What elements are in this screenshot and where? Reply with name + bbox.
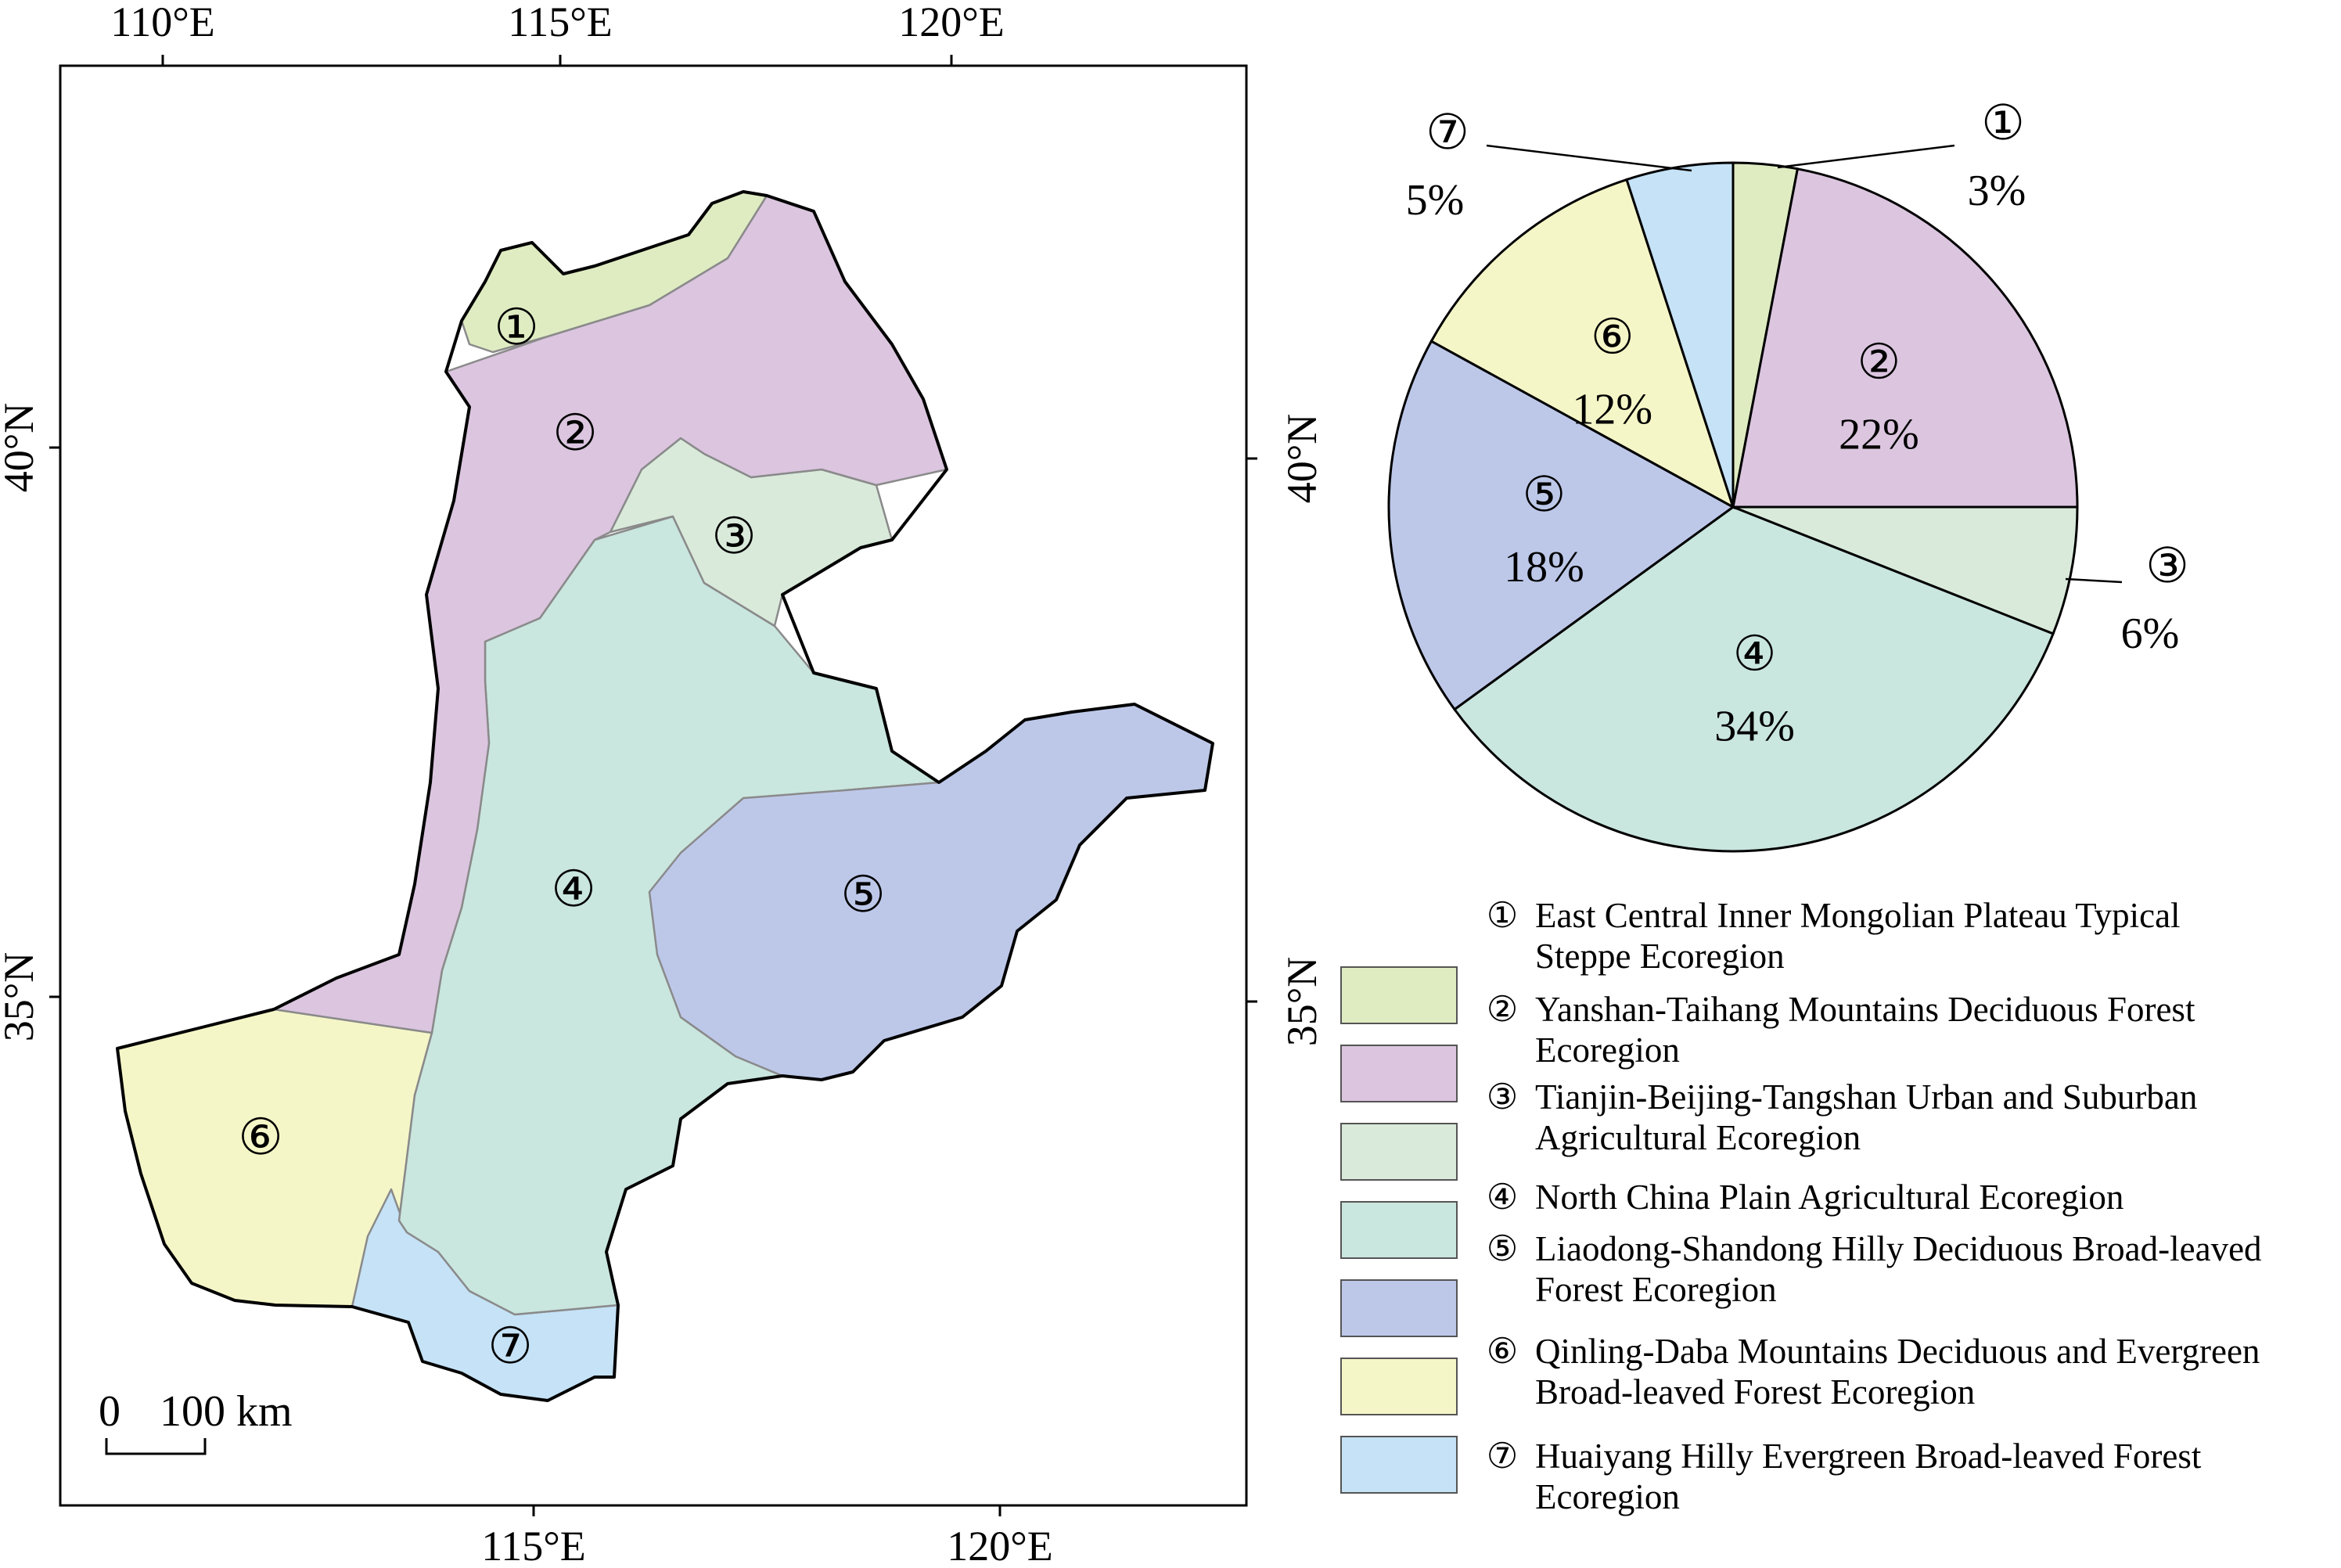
legend-item-number: ① [1487, 896, 1518, 935]
region-label-2: ② [552, 405, 597, 461]
pie-slice-number: ① [1981, 97, 2025, 150]
pie-leader-line [1486, 144, 1692, 172]
map-panel: 110°E 115°E 120°E 115°E 120°E 40°N 35°N … [0, 0, 1325, 1568]
frame-ticks [49, 55, 1257, 1516]
pie-slice [1731, 167, 2079, 509]
legend-item-label: North China Plain Agricultural Ecoregion [1535, 1178, 2123, 1217]
pie-slice-number: ③ [2145, 540, 2189, 593]
pie-slice-number: ⑦ [1426, 106, 1469, 160]
region-label-5: ⑤ [840, 867, 885, 922]
legend-item-number: ④ [1487, 1178, 1518, 1217]
left-tick-label: 35°N [0, 952, 42, 1042]
legend-item-number: ⑥ [1487, 1332, 1518, 1371]
pie-slice [1387, 339, 1735, 711]
legend: ① East Central Inner Mongolian Plateau Ty… [1340, 896, 2262, 1516]
pie-slice [1732, 505, 2079, 635]
legend-item-label: Qinling-Daba Mountains Deciduous and Eve… [1535, 1332, 2260, 1371]
region-label-3: ③ [711, 509, 756, 564]
region-label-7: ⑦ [487, 1318, 532, 1374]
legend-item-number: ⑦ [1487, 1437, 1518, 1476]
pie-slice [1429, 178, 1735, 510]
legend-item-label: Forest Ecoregion [1535, 1270, 1777, 1309]
legend-swatch [1340, 1045, 1458, 1102]
scale-bar-line [105, 1438, 207, 1455]
scale-bar: 0 100 km [99, 1387, 293, 1455]
pie-slice-number: ⑤ [1523, 469, 1566, 522]
legend-item-number: ③ [1487, 1077, 1518, 1117]
scale-distance-label: 100 km [160, 1387, 293, 1436]
bottom-tick-label: 120°E [947, 1523, 1053, 1568]
bottom-tick-label: 115°E [481, 1523, 586, 1568]
pie-slice-percent: 5% [1406, 176, 1465, 225]
pie-slice-percent: 22% [1839, 411, 1919, 459]
pie-chart: ① 3% ② 22% ③ 6% ④ 34% ⑤ 18% ⑥ 12% ⑦ 5% [1387, 97, 2189, 853]
top-tick-label: 120°E [898, 0, 1005, 45]
pie-leader-line [2065, 577, 2123, 584]
legend-item-label: Liaodong-Shandong Hilly Deciduous Broad-… [1535, 1229, 2262, 1268]
region-label-1: ① [494, 300, 538, 355]
pie-slice-percent: 34% [1714, 702, 1795, 750]
legend-item-label: Broad-leaved Forest Ecoregion [1535, 1372, 1975, 1412]
legend-swatch [1340, 1436, 1458, 1494]
region-label-6: ⑥ [238, 1109, 282, 1165]
legend-item-label: Ecoregion [1535, 1477, 1680, 1516]
legend-item-label: Steppe Ecoregion [1535, 937, 1785, 976]
legend-item-label: Agricultural Ecoregion [1535, 1118, 1861, 1157]
legend-item-number: ⑤ [1487, 1229, 1518, 1268]
pie-slice [1452, 505, 2055, 853]
right-tick-label: 35°N [1278, 957, 1325, 1047]
legend-item-label: Ecoregion [1535, 1030, 1680, 1070]
legend-swatch [1340, 1358, 1458, 1415]
pie-slice-percent: 3% [1968, 167, 2026, 215]
pie-slice-number: ⑥ [1591, 311, 1634, 365]
legend-swatch [1340, 1279, 1458, 1337]
legend-item-number: ② [1487, 990, 1518, 1029]
legend-item-label: Huaiyang Hilly Evergreen Broad-leaved Fo… [1535, 1437, 2202, 1476]
pie-slice-percent: 12% [1572, 386, 1652, 434]
pie-slice-number: ④ [1733, 628, 1777, 681]
legend-swatch [1340, 1123, 1458, 1181]
right-tick-label: 40°N [1278, 414, 1325, 504]
legend-item-label: Tianjin-Beijing-Tangshan Urban and Subur… [1535, 1077, 2197, 1117]
region-label-4: ④ [551, 861, 595, 917]
pie-slice-percent: 18% [1504, 543, 1584, 592]
pie-slice-percent: 6% [2121, 610, 2180, 658]
top-tick-label: 110°E [110, 0, 215, 45]
left-tick-label: 40°N [0, 403, 42, 493]
pie-slice-number: ② [1857, 336, 1901, 390]
legend-swatch [1340, 1201, 1458, 1259]
scale-zero-label: 0 [99, 1387, 120, 1436]
top-tick-label: 115°E [508, 0, 613, 45]
legend-swatch [1340, 966, 1458, 1024]
pie-slice [1625, 161, 1735, 508]
legend-item-label: East Central Inner Mongolian Plateau Typ… [1535, 896, 2181, 935]
study-area-outline [116, 190, 1214, 1402]
pie-leader-line [1777, 144, 1955, 169]
legend-item-label: Yanshan-Taihang Mountains Deciduous Fore… [1535, 990, 2195, 1029]
ecoregion-shapes [116, 190, 1214, 1402]
